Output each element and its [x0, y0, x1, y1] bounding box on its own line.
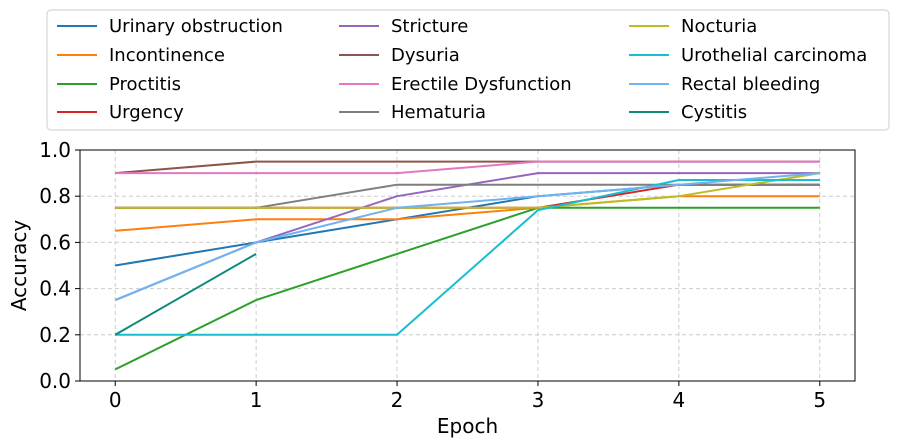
legend-label: Cystitis: [681, 102, 747, 123]
y-tick-label: 0.6: [39, 230, 71, 254]
chart-legend: Urinary obstruction Incontinence Proctitis…: [46, 9, 890, 131]
legend-label: Rectal bleeding: [681, 74, 820, 95]
series-line-cystitis: [114, 253, 257, 336]
legend-box: [46, 9, 890, 131]
x-tick-label: 1: [250, 388, 263, 412]
series-line-proctitis: [114, 206, 820, 371]
legend-label: Stricture: [391, 16, 468, 37]
plot-area-frame: [79, 149, 856, 382]
series-line-erectile-dysfunction: [115, 160, 820, 175]
legend-label: Incontinence: [109, 45, 225, 66]
x-tick-label: 4: [672, 388, 685, 412]
series-line-nocturia: [115, 172, 820, 209]
y-tick-label: 0.8: [39, 184, 71, 208]
y-tick-label: 0.2: [39, 323, 71, 347]
chart-series: [114, 160, 820, 371]
legend-label: Proctitis: [109, 74, 181, 95]
legend-label: Dysuria: [391, 45, 460, 66]
x-tick-label: 5: [813, 388, 826, 412]
legend-label: Nocturia: [681, 16, 757, 37]
series-line-urothelial-carcinoma: [115, 179, 820, 336]
legend-label: Erectile Dysfunction: [391, 74, 572, 95]
series-line-stricture: [114, 172, 820, 302]
x-tick-label: 3: [532, 388, 545, 412]
x-axis-title: Epoch: [437, 414, 498, 438]
legend-label: Urinary obstruction: [109, 16, 283, 37]
legend-label: Urgency: [109, 102, 184, 123]
legend-label: Urothelial carcinoma: [681, 45, 867, 66]
x-tick-label: 2: [391, 388, 404, 412]
y-tick-label: 0.4: [39, 277, 71, 301]
y-tick-label: 1.0: [39, 138, 71, 162]
x-axis-ticks: 0 1 2 3 4 5: [109, 381, 826, 412]
series-line-incontinence: [115, 195, 820, 232]
series-line-rectal-bleeding: [114, 172, 820, 302]
legend-label: Hematuria: [391, 102, 486, 123]
y-tick-label: 0.0: [39, 369, 71, 393]
x-tick-label: 0: [109, 388, 122, 412]
y-axis-ticks: 0.0 0.2 0.4 0.6 0.8 1.0: [39, 138, 80, 393]
y-axis-title: Accuracy: [7, 220, 31, 311]
